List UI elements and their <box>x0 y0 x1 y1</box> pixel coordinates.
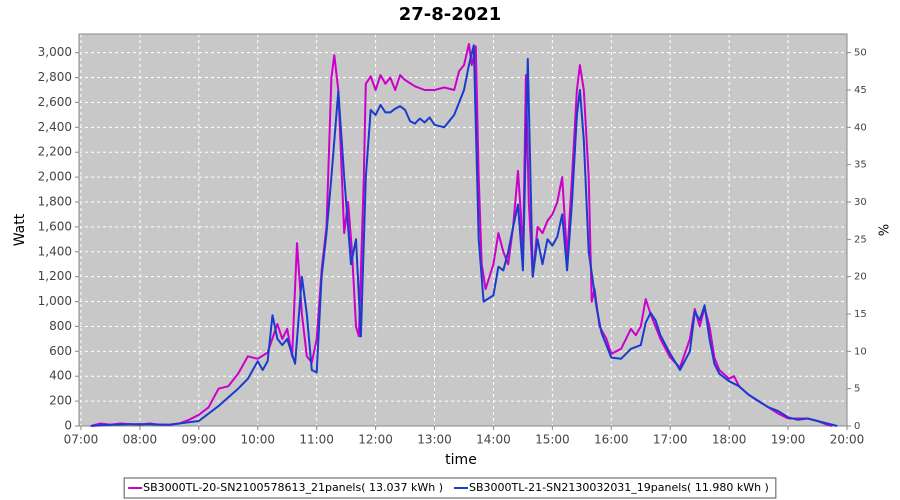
y-tick-label: 2,400 <box>38 120 72 134</box>
x-tick-label: 10:00 <box>240 433 275 447</box>
legend-label: SB3000TL-21-SN2130032031_19panels( 11.98… <box>469 481 769 494</box>
y2-tick-label: 15 <box>854 309 867 320</box>
x-tick-label: 15:00 <box>535 433 570 447</box>
y2-tick-label: 25 <box>854 234 867 245</box>
y2-tick-label: 50 <box>854 48 867 59</box>
y2-axis-label: % <box>875 224 890 236</box>
plot-area <box>79 34 847 426</box>
y2-tick-label: 40 <box>854 122 867 133</box>
y-tick-label: 0 <box>64 419 72 433</box>
y2-tick-label: 0 <box>854 421 860 432</box>
y-tick-label: 3,000 <box>38 45 72 59</box>
y-tick-label: 1,000 <box>38 294 72 308</box>
y2-tick-label: 5 <box>854 384 860 395</box>
legend-label: SB3000TL-20-SN2100578613_21panels( 13.03… <box>143 481 443 494</box>
x-tick-label: 13:00 <box>417 433 452 447</box>
y2-tick-label: 30 <box>854 197 867 208</box>
series-line <box>90 44 838 427</box>
legend-box <box>123 477 777 499</box>
x-tick-label: 07:00 <box>64 433 99 447</box>
y-tick-label: 1,400 <box>38 244 72 258</box>
series-line <box>90 43 833 427</box>
y-tick-label: 800 <box>49 319 72 333</box>
y-tick-label: 1,200 <box>38 269 72 283</box>
x-tick-label: 09:00 <box>182 433 217 447</box>
y-axis-label: Watt <box>12 213 28 246</box>
x-tick-label: 08:00 <box>123 433 158 447</box>
y-tick-label: 400 <box>49 369 72 383</box>
y-tick-label: 2,200 <box>38 145 72 159</box>
y2-tick-label: 35 <box>854 160 867 171</box>
x-tick-label: 12:00 <box>358 433 393 447</box>
chart-title: 27-8-2021 <box>399 4 502 25</box>
x-tick-label: 17:00 <box>653 433 688 447</box>
y2-tick-label: 20 <box>854 272 867 283</box>
x-tick-label: 20:00 <box>830 433 865 447</box>
y2-tick-label: 10 <box>854 346 867 357</box>
x-tick-label: 18:00 <box>712 433 747 447</box>
y-tick-label: 1,600 <box>38 219 72 233</box>
x-axis-label: time <box>445 452 477 468</box>
x-tick-label: 19:00 <box>771 433 806 447</box>
x-tick-label: 14:00 <box>476 433 511 447</box>
x-tick-label: 11:00 <box>299 433 334 447</box>
y-tick-label: 600 <box>49 344 72 358</box>
plot-border <box>78 33 848 427</box>
y-tick-label: 2,800 <box>38 70 72 84</box>
y2-tick-label: 45 <box>854 85 867 96</box>
y-tick-label: 1,800 <box>38 195 72 209</box>
x-tick-label: 16:00 <box>594 433 629 447</box>
y-tick-label: 200 <box>49 394 72 408</box>
y-tick-label: 2,600 <box>38 95 72 109</box>
y-tick-label: 2,000 <box>38 170 72 184</box>
